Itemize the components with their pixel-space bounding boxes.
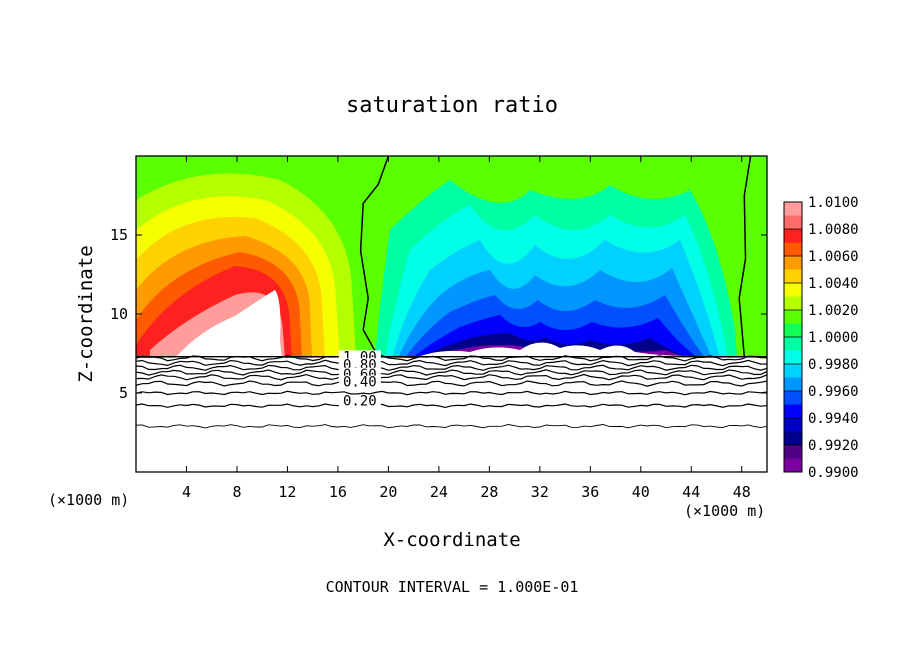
colorbar-swatch (784, 202, 802, 216)
x-tick-label: 24 (430, 483, 448, 501)
colorbar-swatch (784, 337, 802, 351)
colorbar-swatch (784, 377, 802, 392)
colorbar-swatch (784, 418, 802, 432)
colorbar-label: 0.9920 (808, 438, 859, 454)
x-tick-label: 40 (632, 483, 650, 501)
contour-label: 0.40 (343, 375, 377, 391)
colorbar-swatch (784, 256, 802, 270)
x-tick-label: 44 (682, 483, 700, 501)
x-tick-label: 4 (182, 483, 191, 501)
x-tick-label: 20 (379, 483, 397, 501)
x-tick-label: 28 (480, 483, 498, 501)
plume-hole (175, 290, 282, 358)
heatmap-field (136, 156, 767, 472)
y-tick-label: 5 (119, 384, 128, 402)
contour-series-line (359, 156, 390, 358)
colorbar-swatch (784, 364, 802, 378)
x-axis-label: X-coordinate (383, 529, 520, 551)
colorbar-label: 1.0000 (808, 330, 859, 346)
y-axis-label: Z-coordinate (75, 245, 97, 382)
colorbar-label: 1.0080 (808, 222, 859, 238)
colorbar-swatch (784, 458, 802, 473)
colorbar: 1.0100 1.0080 1.0060 1.0040 1.0020 1.0000 0.99… (783, 195, 859, 481)
y-tick-label: 10 (110, 305, 128, 323)
contour-line (136, 373, 767, 381)
x-tick-label: 48 (733, 483, 751, 501)
contour-line (136, 369, 767, 376)
contour-label-bg (338, 394, 381, 408)
colorbar-swatch (784, 296, 802, 311)
x-unit-left: (×1000 m) (48, 491, 129, 509)
chart-title: saturation ratio (346, 93, 558, 118)
colorbar-swatch (784, 269, 802, 284)
x-tick-label: 8 (232, 483, 241, 501)
colorbar-label: 0.9960 (808, 384, 859, 400)
colorbar-swatch (784, 350, 802, 365)
contour-line (136, 403, 767, 409)
contour-line (136, 359, 767, 367)
contour-label: 0.20 (343, 394, 377, 410)
contour-line (136, 380, 767, 387)
colorbar-swatch (784, 431, 802, 446)
colorbar-swatch (784, 323, 802, 338)
contour-line (136, 364, 767, 371)
x-unit-right: (×1000 m) (684, 502, 765, 520)
colorbar-label: 0.9940 (808, 411, 859, 427)
x-tick-label: 16 (329, 483, 347, 501)
y-tick-label: 15 (110, 226, 128, 244)
colorbar-label: 1.0100 (808, 195, 859, 211)
colorbar-swatch (784, 404, 802, 419)
colorbar-label: 1.0060 (808, 249, 859, 265)
contour-line (136, 390, 767, 396)
contour-line (136, 424, 767, 429)
x-tick-label: 32 (531, 483, 549, 501)
colorbar-swatch (784, 215, 802, 230)
colorbar-label: 1.0020 (808, 303, 859, 319)
colorbar-swatch (784, 229, 802, 243)
colorbar-swatch (784, 391, 802, 405)
colorbar-swatch (784, 310, 802, 324)
x-tick-label: 12 (278, 483, 296, 501)
colorbar-swatch (784, 283, 802, 297)
sub-hole (415, 342, 695, 358)
footer-contour-interval: CONTOUR INTERVAL = 1.000E-01 (326, 578, 579, 596)
colorbar-swatch (784, 445, 802, 459)
contour-series-line (738, 156, 752, 357)
colorbar-swatch (784, 242, 802, 257)
x-tick-label: 36 (581, 483, 599, 501)
colorbar-label: 0.9980 (808, 357, 859, 373)
colorbar-label: 0.9900 (808, 465, 859, 481)
contour-label-bg (338, 375, 381, 389)
colorbar-label: 1.0040 (808, 276, 859, 292)
